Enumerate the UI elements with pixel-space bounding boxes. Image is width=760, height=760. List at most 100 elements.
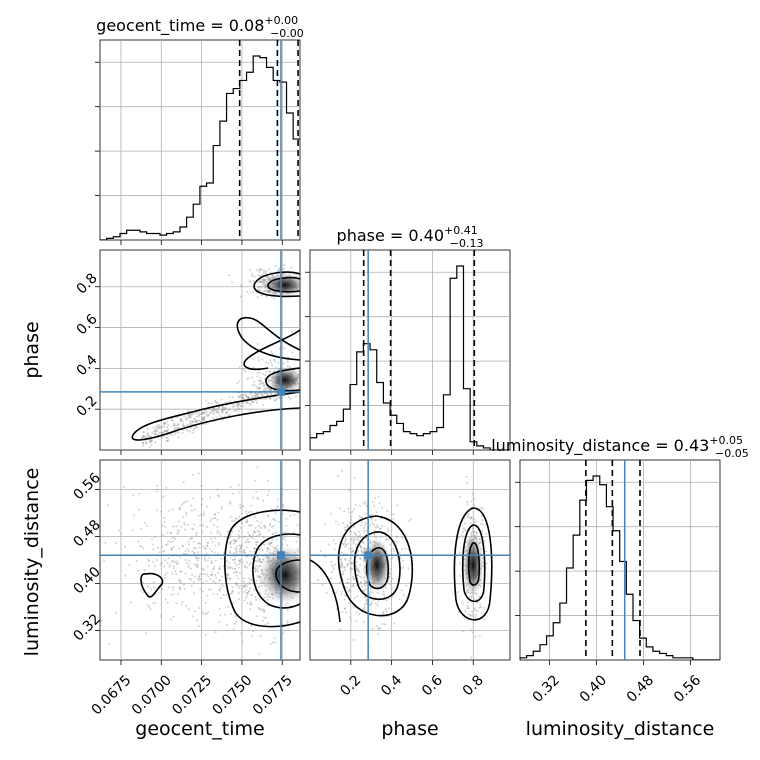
scatter-point [206, 541, 209, 544]
scatter-point [164, 430, 167, 433]
scatter-point [330, 560, 333, 563]
scatter-point [357, 570, 360, 573]
scatter-point [276, 505, 279, 508]
scatter-point [235, 571, 238, 574]
scatter-point [187, 541, 190, 544]
scatter-point [350, 562, 353, 565]
scatter-point [365, 505, 368, 508]
scatter-point [167, 557, 170, 560]
scatter-point [357, 569, 360, 572]
scatter-point [462, 630, 465, 633]
scatter-point [352, 508, 355, 511]
scatter-point [386, 530, 389, 533]
scatter-point [348, 489, 351, 492]
scatter-point [482, 536, 485, 539]
scatter-point [347, 562, 350, 565]
scatter-point [469, 629, 472, 632]
title-phase-lower: −0.13 [450, 237, 484, 250]
scatter-point [165, 571, 168, 574]
scatter-point [239, 396, 242, 399]
scatter-point [230, 540, 233, 543]
scatter-point [252, 533, 255, 536]
truth-lines [100, 40, 626, 660]
scatter-point [260, 392, 263, 395]
scatter-point [209, 577, 212, 580]
scatter-point [353, 597, 356, 600]
scatter-point [174, 560, 177, 563]
scatter-point [258, 386, 261, 389]
scatter-point [260, 294, 263, 297]
scatter-point [178, 508, 181, 511]
scatter-point [258, 271, 261, 274]
scatter-point [167, 439, 170, 442]
scatter-point [215, 416, 218, 419]
scatter-point [244, 541, 247, 544]
scatter-point [185, 418, 188, 421]
scatter-point [193, 552, 196, 555]
scatter-point [391, 577, 394, 580]
scatter-point [262, 290, 265, 293]
scatter-point [239, 506, 242, 509]
scatter-point [237, 380, 240, 383]
scatter-point [241, 396, 244, 399]
scatter-point [198, 542, 201, 545]
scatter-point [156, 433, 159, 436]
scatter-point [229, 400, 232, 403]
scatter-point [285, 524, 288, 527]
scatter-point [353, 537, 356, 540]
scatter-point [273, 359, 276, 362]
scatter-point [364, 603, 367, 606]
scatter-point [349, 522, 352, 525]
scatter-point [386, 528, 389, 531]
scatter-point [218, 406, 221, 409]
scatter-point [260, 285, 263, 288]
scatter-point [141, 436, 144, 439]
scatter-point [268, 370, 271, 373]
scatter-point [214, 401, 217, 404]
scatter-point [231, 396, 234, 399]
scatter-point [263, 610, 266, 613]
scatter-point [211, 410, 214, 413]
scatter-point [267, 515, 270, 518]
scatter-point [286, 619, 289, 622]
scatter-point [260, 380, 263, 383]
scatter-point [267, 547, 270, 550]
scatter-point [207, 575, 210, 578]
scatter-point [363, 605, 366, 608]
scatter-point [150, 587, 153, 590]
scatter-point [172, 586, 175, 589]
scatter-point [141, 451, 143, 453]
scatter-point [352, 577, 355, 580]
scatter-point [235, 564, 238, 567]
scatter-point [390, 549, 393, 552]
scatter-point [218, 567, 221, 570]
scatter-point [205, 580, 208, 583]
scatter-point [345, 544, 348, 547]
scatter-point [235, 545, 238, 548]
scatter-point [199, 542, 202, 545]
scatter-point [473, 504, 476, 507]
scatter-point [374, 596, 377, 599]
scatter-point [179, 420, 182, 423]
scatter-point [271, 352, 274, 355]
scatter-point [163, 429, 166, 432]
scatter-point [402, 593, 405, 596]
scatter-point [257, 286, 260, 289]
scatter-point [246, 566, 249, 569]
scatter-point [256, 375, 259, 378]
scatter-point [361, 589, 364, 592]
scatter-point [238, 544, 241, 547]
scatter-point [350, 619, 353, 622]
scatter-point [173, 424, 176, 427]
scatter-point [373, 535, 376, 538]
scatter-point [466, 515, 469, 518]
scatter-point [246, 582, 249, 585]
scatter-point [401, 548, 404, 551]
scatter-point [243, 599, 246, 602]
scatter-point [474, 635, 477, 638]
scatter-point [185, 562, 188, 565]
scatter-point [188, 538, 191, 541]
scatter-point [161, 546, 164, 549]
scatter-point [164, 598, 167, 601]
scatter-point [238, 536, 241, 539]
